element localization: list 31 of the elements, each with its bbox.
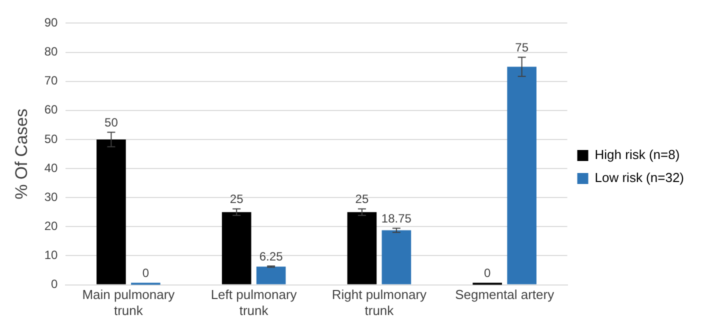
x-tick-label: Left pulmonary trunk bbox=[210, 287, 298, 318]
data-label: 18.75 bbox=[381, 212, 412, 226]
y-tick-label: 90 bbox=[44, 16, 58, 30]
data-label: 0 bbox=[484, 266, 491, 280]
data-label: 25 bbox=[355, 192, 369, 206]
x-tick-label: Segmental artery bbox=[455, 287, 555, 302]
bar bbox=[347, 212, 377, 284]
legend-label: High risk (n=8) bbox=[594, 147, 680, 162]
x-tick-label: Main pulmonary trunk bbox=[82, 287, 176, 318]
y-axis-title: % Of Cases bbox=[12, 108, 31, 200]
data-label: 25 bbox=[230, 192, 244, 206]
y-tick-label: 60 bbox=[44, 102, 58, 117]
bar bbox=[96, 139, 126, 284]
data-label: 75 bbox=[515, 40, 529, 55]
legend-label: Low risk (n=32) bbox=[594, 170, 684, 186]
y-tick-label: 30 bbox=[44, 190, 58, 204]
data-label: 6.25 bbox=[259, 249, 284, 264]
y-tick-label: 40 bbox=[44, 160, 58, 175]
y-tick-label: 20 bbox=[44, 218, 58, 233]
y-tick-label: 70 bbox=[44, 74, 58, 88]
bar bbox=[256, 266, 286, 284]
y-tick-label: 0 bbox=[51, 277, 58, 292]
x-tick-label: Right pulmonary trunk bbox=[332, 287, 428, 318]
bar bbox=[382, 230, 412, 284]
y-tick-label: 10 bbox=[44, 248, 58, 262]
data-label: 50 bbox=[104, 116, 118, 130]
y-tick-label: 80 bbox=[44, 44, 58, 59]
y-tick-label: 50 bbox=[44, 132, 58, 146]
data-label: 0 bbox=[142, 266, 150, 280]
bar bbox=[507, 66, 536, 284]
bar bbox=[222, 212, 252, 284]
